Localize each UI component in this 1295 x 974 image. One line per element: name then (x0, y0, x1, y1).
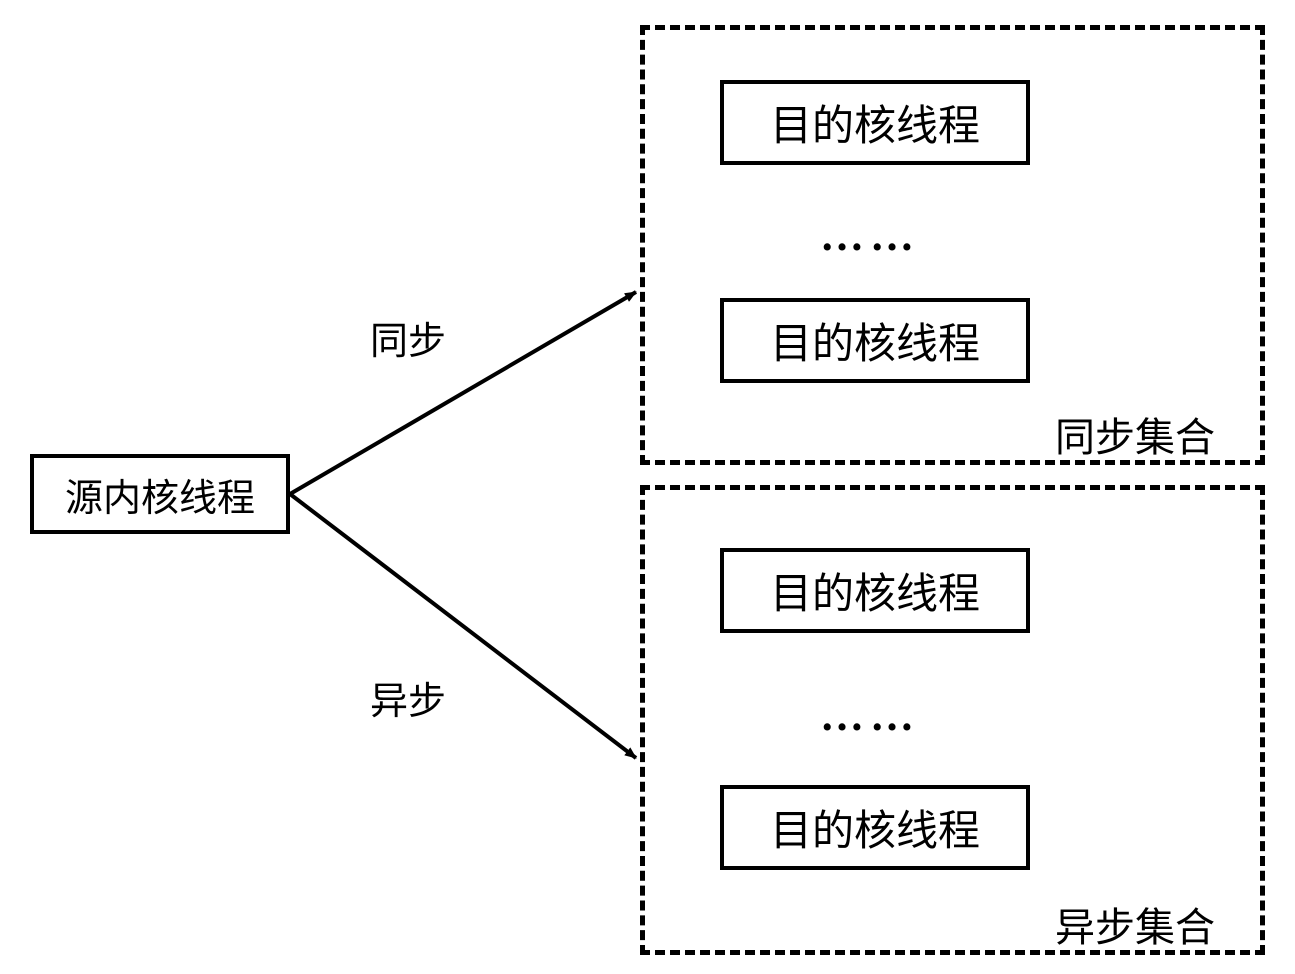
sync-ellipsis: …… (820, 210, 920, 261)
sync-thread-1-label: 目的核线程 (770, 92, 980, 153)
source-kernel-thread-box: 源内核线程 (30, 454, 290, 534)
async-group-label: 异步集合 (1055, 895, 1215, 953)
async-thread-2-label: 目的核线程 (770, 797, 980, 858)
async-ellipsis: …… (820, 690, 920, 741)
async-thread-1-label: 目的核线程 (770, 560, 980, 621)
sync-thread-2-label: 目的核线程 (770, 310, 980, 371)
async-edge-label: 异步 (370, 670, 446, 725)
sync-group-label: 同步集合 (1055, 405, 1215, 463)
async-thread-1: 目的核线程 (720, 548, 1030, 633)
sync-arrow (290, 292, 636, 494)
sync-edge-label: 同步 (370, 310, 446, 365)
sync-thread-2: 目的核线程 (720, 298, 1030, 383)
source-label: 源内核线程 (65, 467, 255, 522)
sync-thread-1: 目的核线程 (720, 80, 1030, 165)
thread-diagram: 源内核线程 目的核线程 …… 目的核线程 同步集合 目的核线程 …… 目的核线程… (0, 0, 1295, 974)
async-thread-2: 目的核线程 (720, 785, 1030, 870)
async-arrow (290, 494, 636, 758)
